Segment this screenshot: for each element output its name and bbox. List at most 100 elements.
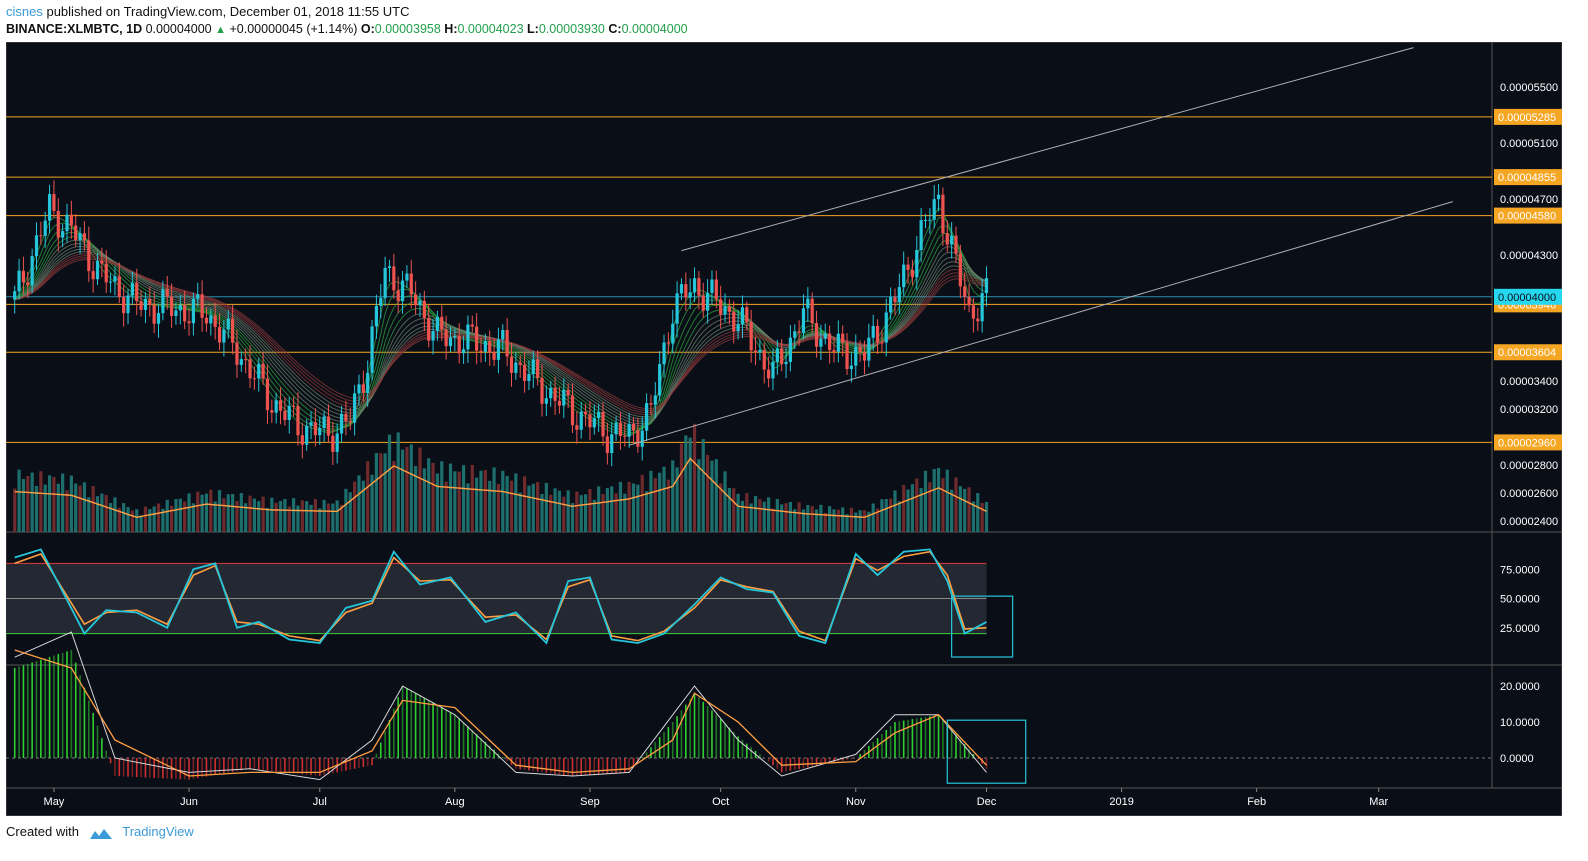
volume-bar bbox=[296, 505, 300, 532]
volume-bar bbox=[396, 432, 400, 532]
volume-bar bbox=[501, 470, 505, 532]
volume-bar bbox=[950, 489, 954, 532]
candle-body bbox=[126, 295, 130, 314]
candle bbox=[374, 294, 379, 339]
candle bbox=[688, 278, 692, 310]
candle-body bbox=[405, 273, 409, 281]
candle-body bbox=[976, 318, 980, 322]
candle-body bbox=[788, 337, 792, 362]
volume-bar bbox=[34, 486, 39, 532]
price-tick-label: 0.00003200 bbox=[1500, 404, 1558, 416]
candle-body bbox=[897, 287, 901, 303]
candle bbox=[183, 291, 187, 330]
candle-body bbox=[418, 300, 422, 306]
candle-body bbox=[217, 326, 222, 343]
volume-bar bbox=[967, 487, 971, 532]
volume-bar bbox=[278, 501, 283, 532]
candle bbox=[784, 348, 788, 379]
volume-bar bbox=[217, 490, 222, 532]
candle-body bbox=[984, 278, 989, 294]
candle-body bbox=[353, 393, 357, 423]
candle-body bbox=[536, 359, 540, 378]
candle-body bbox=[771, 361, 775, 379]
volume-bar bbox=[945, 469, 949, 532]
candle-body bbox=[344, 413, 348, 422]
tradingview-brand[interactable]: TradingView bbox=[122, 824, 194, 839]
candle-body bbox=[910, 270, 915, 278]
candle bbox=[627, 412, 631, 448]
footer: Created with TradingView bbox=[6, 824, 194, 841]
candle-body bbox=[322, 416, 326, 428]
chart-canvas[interactable]: 0.00005500 0.00005100 0.00004700 0.00004300… bbox=[6, 42, 1562, 816]
candle bbox=[902, 251, 906, 296]
candle bbox=[453, 328, 457, 352]
price-tick-label: 0.00004300 bbox=[1500, 250, 1558, 262]
candle bbox=[322, 410, 326, 442]
candle bbox=[692, 267, 697, 302]
candle bbox=[936, 183, 941, 212]
candle bbox=[732, 301, 736, 344]
volume-bar bbox=[326, 503, 331, 532]
volume-bar bbox=[187, 493, 191, 532]
candle bbox=[475, 313, 479, 365]
candle bbox=[740, 295, 745, 339]
candle bbox=[967, 284, 971, 313]
volume-bar bbox=[196, 491, 200, 532]
volume-bar bbox=[21, 479, 26, 532]
candle bbox=[165, 275, 169, 310]
volume-bar bbox=[357, 475, 361, 532]
candle-body bbox=[348, 421, 352, 423]
candle-body bbox=[902, 264, 906, 288]
candle bbox=[187, 309, 191, 336]
candle-body bbox=[244, 359, 248, 361]
volume-bar bbox=[108, 503, 113, 532]
candle-body bbox=[300, 435, 304, 445]
candle bbox=[501, 324, 505, 351]
candle bbox=[65, 203, 69, 243]
volume-bar bbox=[405, 447, 409, 532]
candle bbox=[906, 256, 910, 284]
candle bbox=[248, 345, 252, 388]
candle bbox=[976, 308, 980, 331]
candle bbox=[640, 416, 644, 461]
volume-bar bbox=[100, 493, 104, 532]
candle-body bbox=[187, 321, 191, 324]
candle-body bbox=[627, 423, 631, 437]
price-tick-label: 0.00003400 bbox=[1500, 376, 1558, 388]
volume-bar bbox=[579, 495, 583, 532]
volume-bar bbox=[775, 498, 779, 532]
volume-bar bbox=[435, 473, 440, 532]
volume-bar bbox=[191, 503, 195, 532]
volume-bar bbox=[636, 484, 640, 532]
candle-body bbox=[492, 352, 496, 360]
candle-body bbox=[740, 307, 745, 325]
candle-body bbox=[400, 280, 405, 302]
candle bbox=[483, 333, 487, 362]
volume-bar bbox=[740, 500, 745, 532]
volume-bar bbox=[174, 499, 178, 532]
candle bbox=[819, 324, 823, 361]
candle bbox=[971, 298, 976, 333]
volume-bar bbox=[679, 443, 684, 532]
candle-body bbox=[396, 290, 400, 302]
candle bbox=[845, 333, 849, 376]
candle bbox=[862, 340, 867, 375]
candle-body bbox=[453, 335, 457, 338]
candle bbox=[82, 221, 87, 251]
candle-body bbox=[309, 422, 313, 426]
candle-body bbox=[658, 364, 662, 396]
candle-body bbox=[592, 417, 596, 428]
candle-body bbox=[688, 292, 692, 298]
volume-bar bbox=[91, 485, 95, 532]
candle bbox=[161, 280, 165, 321]
author-name[interactable]: cisnes bbox=[6, 4, 43, 19]
candle-body bbox=[631, 423, 636, 431]
volume-bar bbox=[475, 477, 479, 532]
candle-body bbox=[26, 282, 30, 286]
candle-body bbox=[605, 436, 609, 454]
candle-body bbox=[169, 296, 174, 316]
candle-body bbox=[871, 325, 875, 338]
candle bbox=[932, 185, 936, 229]
candle bbox=[400, 270, 405, 314]
candle-body bbox=[13, 291, 17, 300]
